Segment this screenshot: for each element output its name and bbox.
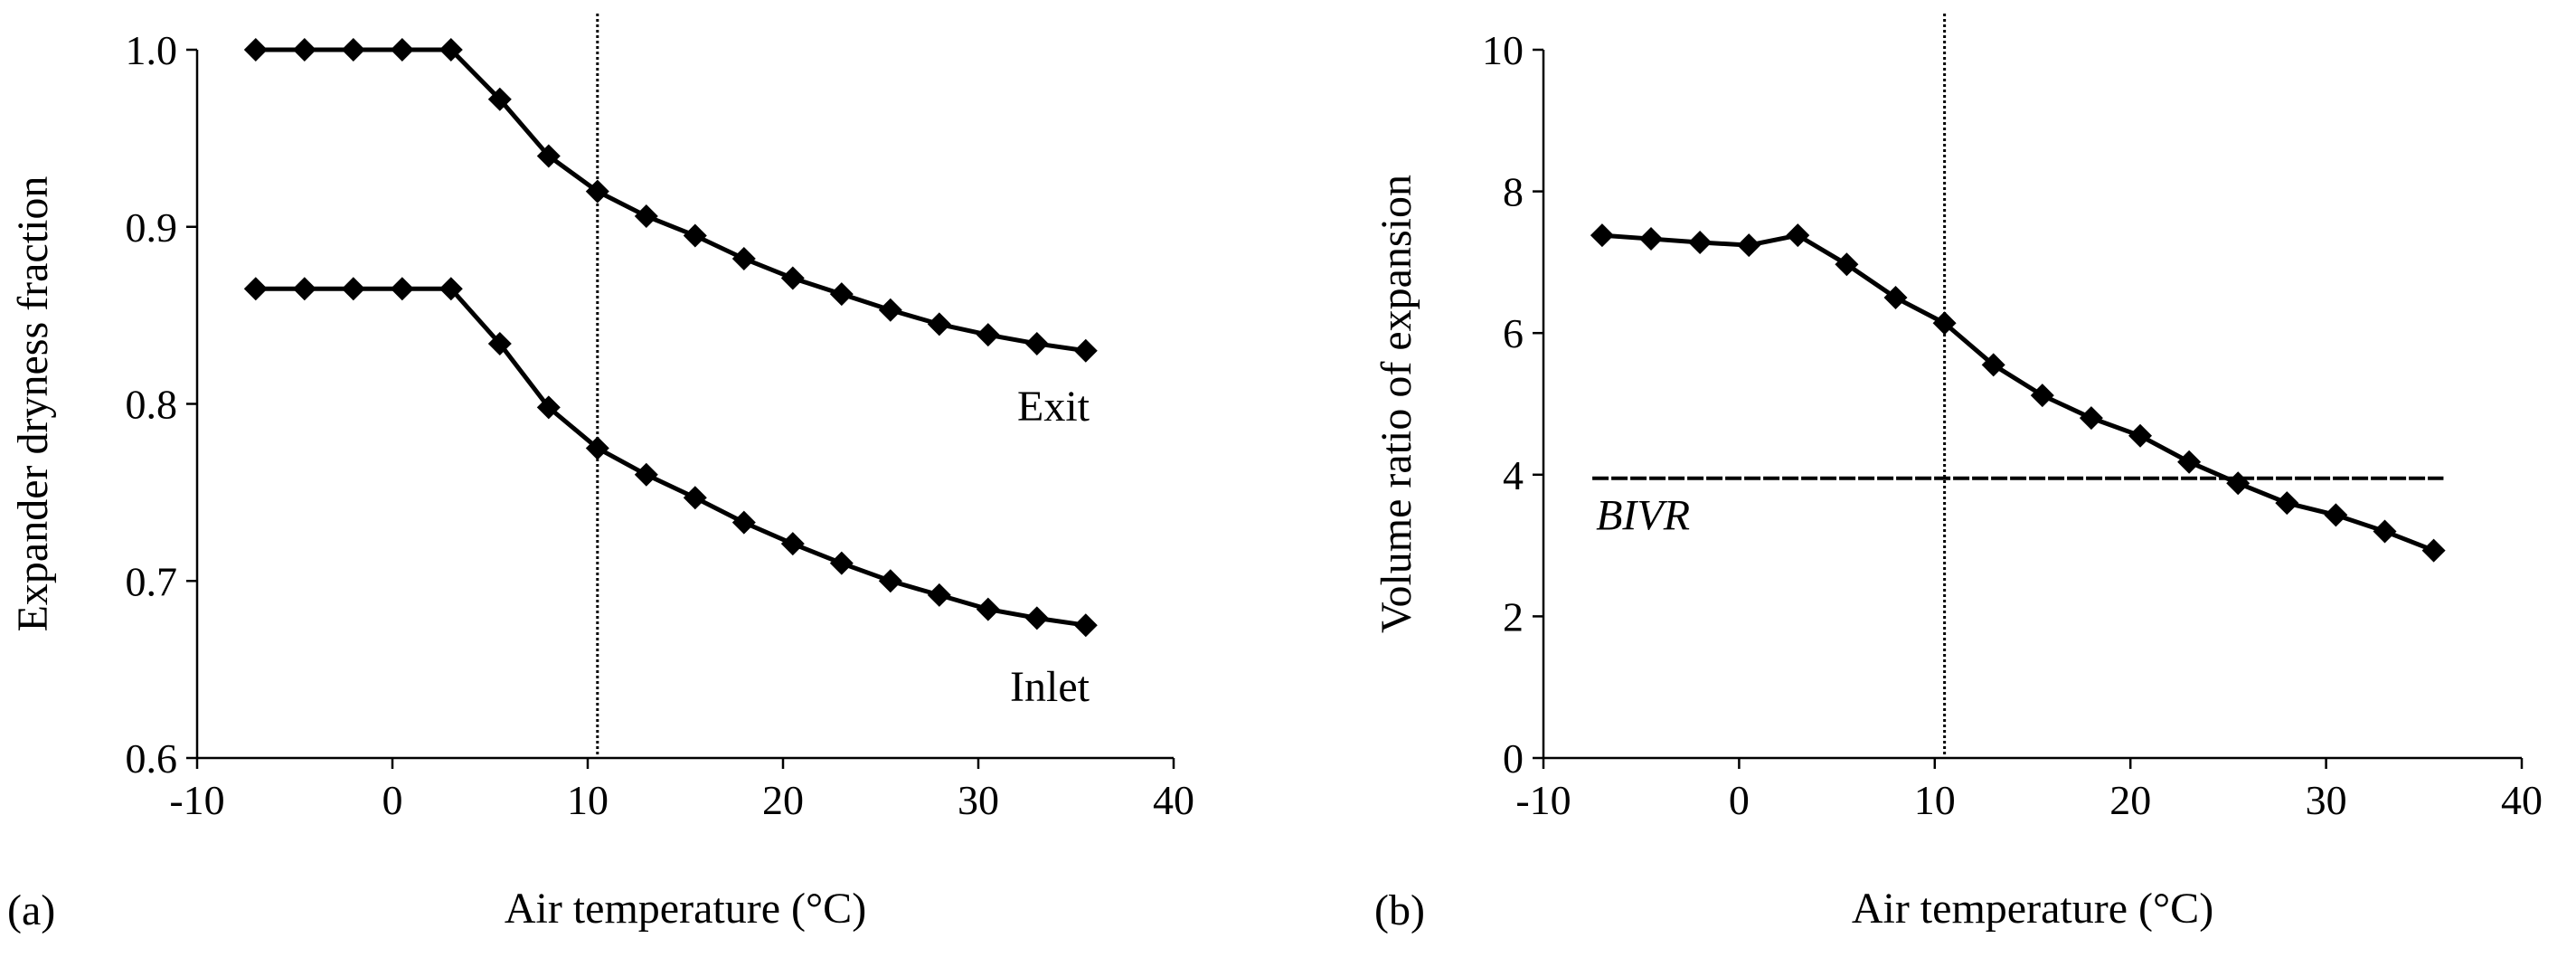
data-point: [2226, 471, 2250, 496]
x-tick-label: -10: [1515, 777, 1571, 823]
y-tick-label: 1.0: [126, 27, 178, 73]
y-tick-label: 4: [1503, 452, 1524, 498]
data-point: [683, 223, 707, 248]
y-tick-label: 6: [1503, 310, 1524, 356]
data-point: [243, 277, 268, 301]
data-point: [634, 462, 658, 487]
panel-a-label: (a): [7, 886, 55, 934]
data-point: [536, 144, 561, 168]
data-point: [1024, 331, 1049, 355]
panel-b-y-axis-title: Volume ratio of expansion: [1373, 175, 1420, 633]
x-tick-label: -10: [169, 777, 224, 823]
data-point: [927, 312, 951, 336]
data-point: [1688, 230, 1713, 254]
data-point: [780, 532, 805, 556]
y-tick-label: 10: [1482, 27, 1524, 73]
panel-a-dryness-fraction: -10 0 10 20 30 40 0.6 0.7 0.8 0.9 1.0 Air tempera…: [7, 14, 1194, 934]
data-point: [634, 204, 658, 229]
data-point: [927, 583, 951, 607]
data-point: [292, 38, 316, 62]
data-point: [976, 323, 1000, 347]
data-point: [829, 551, 854, 575]
x-tick-label: 30: [2306, 777, 2347, 823]
x-tick-label: 40: [2501, 777, 2543, 823]
data-point: [536, 395, 561, 420]
data-point: [1073, 338, 1098, 363]
data-point: [1981, 353, 2005, 377]
x-tick-label: 0: [382, 777, 403, 823]
data-point: [878, 298, 902, 322]
data-point: [487, 87, 512, 111]
y-tick-label: 0.8: [126, 382, 178, 428]
y-tick-label: 8: [1503, 169, 1524, 215]
data-point: [2421, 538, 2446, 563]
data-point: [390, 38, 414, 62]
x-tick-label: 0: [1729, 777, 1750, 823]
data-point: [2030, 384, 2054, 408]
series-line-volume-ratio: [1601, 232, 2435, 553]
data-point: [683, 486, 707, 510]
data-point: [1883, 286, 1908, 310]
data-point: [1024, 606, 1049, 630]
data-point: [731, 246, 756, 270]
data-point: [292, 277, 316, 301]
data-point: [439, 277, 463, 301]
series-line-inlet: [255, 286, 1087, 628]
inlet-series-label: Inlet: [1010, 663, 1090, 711]
data-point: [2079, 406, 2103, 431]
x-tick-label: 20: [2109, 777, 2151, 823]
panel-a-x-axis-title: Air temperature (°C): [505, 885, 866, 933]
data-point: [1073, 613, 1098, 638]
data-point: [585, 179, 609, 204]
data-point: [780, 266, 805, 290]
data-point: [487, 331, 512, 355]
data-point: [2128, 423, 2153, 448]
data-point: [2324, 503, 2348, 527]
data-point: [1737, 233, 1761, 258]
data-point: [731, 510, 756, 535]
data-point: [439, 38, 463, 62]
data-point: [1786, 223, 1810, 248]
y-tick-label: 0.9: [126, 204, 178, 251]
data-point: [585, 436, 609, 460]
series-line-exit: [255, 47, 1087, 354]
x-tick-label: 40: [1153, 777, 1194, 823]
data-point: [243, 38, 268, 62]
data-point: [976, 597, 1000, 621]
y-tick-label: 0.6: [126, 735, 178, 782]
panel-b-x-axis-title: Air temperature (°C): [1852, 885, 2213, 933]
x-tick-label: 30: [958, 777, 999, 823]
data-point: [1932, 311, 1957, 336]
data-point: [2177, 450, 2202, 474]
x-tick-label: 10: [567, 777, 609, 823]
data-point: [1590, 223, 1614, 248]
y-tick-label: 0: [1503, 735, 1524, 782]
data-point: [341, 277, 365, 301]
x-tick-label: 10: [1914, 777, 1956, 823]
exit-series-label: Exit: [1017, 383, 1090, 431]
y-tick-label: 0.7: [126, 558, 178, 604]
panel-a-y-axis-title: Expander dryness fraction: [9, 176, 57, 632]
panel-b-label: (b): [1374, 886, 1425, 934]
data-point: [878, 569, 902, 593]
data-point: [1639, 227, 1664, 251]
data-point: [829, 282, 854, 307]
data-point: [390, 277, 414, 301]
data-point: [2275, 491, 2299, 516]
data-point: [1835, 252, 1859, 277]
data-point: [2373, 519, 2397, 544]
y-tick-label: 2: [1503, 593, 1524, 640]
bivr-label: BIVR: [1596, 492, 1690, 540]
data-point: [341, 38, 365, 62]
x-tick-label: 20: [762, 777, 804, 823]
